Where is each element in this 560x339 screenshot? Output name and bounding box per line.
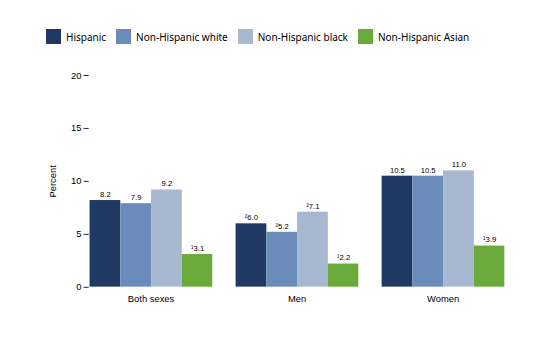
html-text:Non-Hispanic Asian: Non-Hispanic Asian — [378, 29, 470, 44]
html-text:Hispanic: Hispanic — [66, 29, 107, 44]
svg-text:10.5: 10.5 — [421, 166, 436, 175]
svg-text:²5.2: ²5.2 — [276, 222, 289, 231]
svg-text:¹3.1: ¹3.1 — [191, 244, 204, 253]
svg-text:5: 5 — [76, 228, 81, 239]
html-text:Non-Hispanic white: Non-Hispanic white — [136, 29, 228, 44]
svg-text:Percent: Percent — [47, 165, 58, 198]
svg-text:²6.0: ²6.0 — [245, 213, 258, 222]
svg-text:20: 20 — [71, 70, 81, 81]
svg-text:11.0: 11.0 — [452, 160, 466, 169]
svg-text:¹3.9: ¹3.9 — [483, 235, 496, 244]
html-text:Non-Hispanic black: Non-Hispanic black — [257, 29, 348, 44]
svg-text:Women: Women — [427, 293, 459, 304]
svg-text:¹2.2: ¹2.2 — [337, 253, 350, 262]
svg-text:Both sexes: Both sexes — [128, 293, 175, 304]
svg-text:8.2: 8.2 — [100, 190, 111, 199]
svg-text:15: 15 — [71, 122, 81, 133]
svg-text:Men: Men — [288, 293, 306, 304]
svg-text:0: 0 — [76, 281, 81, 292]
svg-text:10: 10 — [71, 175, 81, 186]
svg-text:9.2: 9.2 — [162, 179, 173, 188]
svg-text:²7.1: ²7.1 — [306, 202, 319, 211]
svg-text:7.9: 7.9 — [131, 193, 142, 202]
svg-text:10.5: 10.5 — [390, 166, 405, 175]
